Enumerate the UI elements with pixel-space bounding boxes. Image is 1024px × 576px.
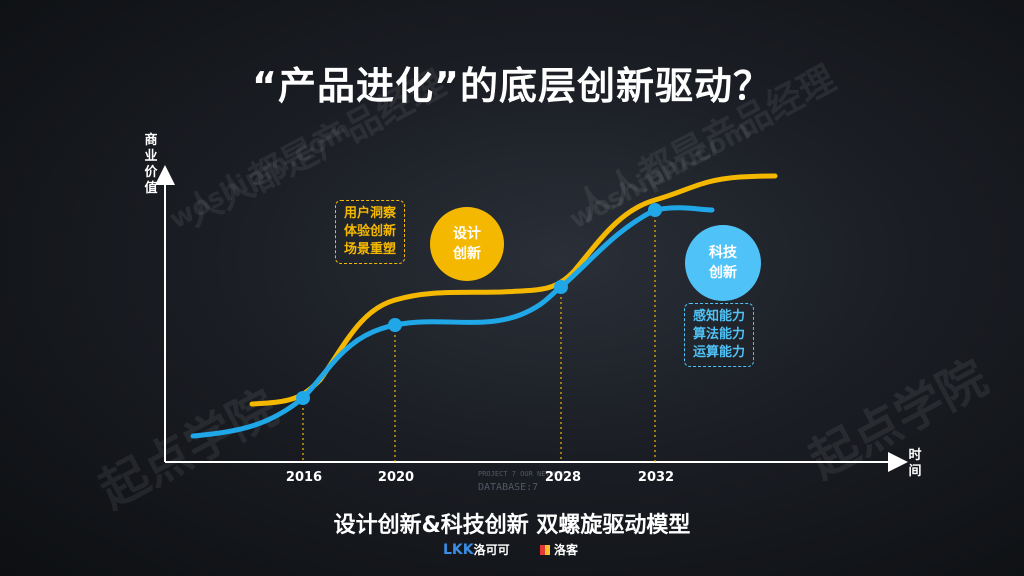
design-item: 用户洞察	[344, 206, 397, 221]
model-subtitle: 设计创新&科技创新 双螺旋驱动模型	[333, 513, 691, 538]
tech-innovation-box: 感知能力 算法能力 运算能力	[684, 303, 755, 367]
luoke-logo-text: 洛客	[554, 543, 579, 557]
intersection-dot-2016	[296, 391, 310, 405]
luoke-logo: 洛客	[540, 541, 578, 558]
database-label: PROJECT 7 OUR NETWORK	[478, 470, 567, 478]
tech-item: 运算能力	[693, 345, 746, 360]
tech-item: 算法能力	[693, 327, 746, 342]
tech-circle-label: 创新	[709, 265, 737, 281]
page-title: “产品进化”的底层创新驱动？	[252, 64, 772, 108]
year-label-2032: 2032	[637, 470, 675, 485]
intersection-dot-2028	[554, 280, 568, 294]
year-label-2028: 2028	[544, 470, 582, 485]
design-item: 体验创新	[344, 224, 397, 239]
year-label-2016: 2016	[285, 470, 323, 485]
intersection-dot-2020	[388, 318, 402, 332]
tech-circle-label: 科技	[709, 245, 737, 261]
design-innovation-box: 用户洞察 体验创新 场景重塑	[335, 200, 406, 264]
x-axis-label: 时间	[908, 448, 922, 479]
tech-item: 感知能力	[693, 309, 746, 324]
tech-innovation-circle: 科技 创新	[685, 225, 761, 301]
database-label: DATABASE:7	[478, 482, 539, 493]
lkk-logo-text: 洛可可	[473, 543, 510, 557]
intersection-dot-2032	[648, 203, 662, 217]
design-item: 场景重塑	[344, 242, 397, 257]
design-innovation-circle: 设计 创新	[430, 207, 504, 281]
year-label-2020: 2020	[377, 470, 415, 485]
design-circle-label: 设计	[453, 226, 481, 242]
design-circle-label: 创新	[453, 246, 481, 262]
lkk-logo: LKK洛可可	[443, 541, 510, 558]
luoke-logo-icon	[540, 545, 550, 555]
y-axis-label: 商业价值	[144, 133, 158, 196]
lkk-logo-mark: LKK	[443, 542, 474, 558]
